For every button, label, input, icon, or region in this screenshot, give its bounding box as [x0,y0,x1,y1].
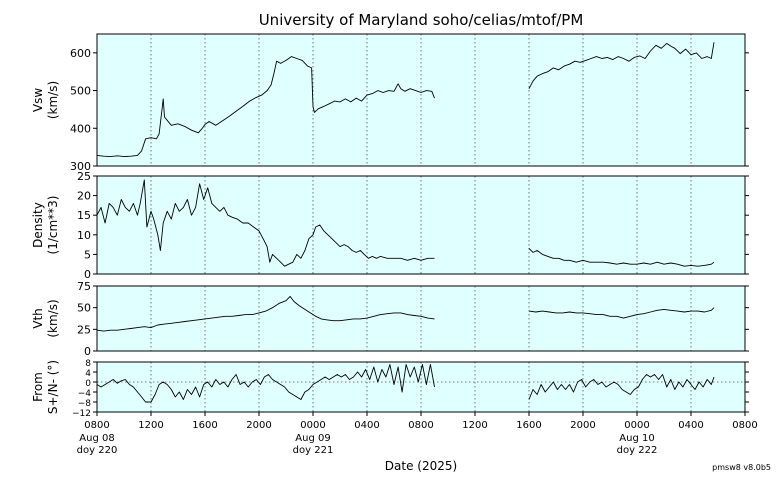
y-tick-label: 0 [85,379,91,389]
series-line-vsw-1 [528,42,715,89]
x-tick-label: 1200 [462,420,487,431]
y-tick-label: 25 [77,170,91,183]
x-tick-label: 0800 [84,420,109,431]
y-axis-label: S+/N- (°) [46,360,60,414]
y-tick-label: 400 [70,122,91,135]
x-doy-label: doy 222 [617,445,658,456]
y-tick-label: 4 [85,369,91,379]
x-tick-label: 1200 [138,420,163,431]
x-date-label: Aug 09 [295,433,330,444]
y-tick-label: 600 [70,47,91,60]
panel-frame [96,285,746,352]
x-tick-label: 0800 [732,420,757,431]
x-tick-label: 0000 [300,420,325,431]
y-tick-label: 8 [85,359,91,369]
panel-frame [96,175,746,275]
x-tick-label: 1600 [192,420,217,431]
x-date-label: Aug 08 [79,433,114,444]
y-tick-label: 0 [84,268,91,281]
x-doy-label: doy 221 [293,445,334,456]
y-tick-label: 15 [77,209,91,222]
series-line-density-1 [528,248,715,267]
x-tick-label: 0400 [678,420,703,431]
x-tick-label: 0800 [408,420,433,431]
series-line-vsw-0 [96,56,435,158]
y-axis-label: (km/s) [46,299,60,337]
credit-label: pmsw8 v8.0b5 [712,463,771,472]
y-tick-label: 50 [77,302,91,315]
y-axis-label: (km/s) [46,81,60,119]
series-line-from-0 [96,364,435,403]
x-tick-label: 0000 [624,420,649,431]
x-tick-label: 2000 [570,420,595,431]
y-axis-label: (1/cm**3) [46,196,60,255]
y-tick-label: 500 [70,85,91,98]
series-line-vth-1 [528,307,715,319]
panel-vth: 0 25 50 75 Vth (km/s) [31,280,749,358]
y-tick-label: 20 [77,190,91,203]
panel-background [97,34,745,166]
x-tick-label: 2000 [246,420,271,431]
x-date-label: Aug 10 [619,433,654,444]
y-tick-label: 25 [77,323,91,336]
chart-title: University of Maryland soho/celias/mtof/… [259,11,584,29]
series-line-vth-0 [96,295,435,332]
y-tick-label: −4 [78,389,92,399]
x-axis-label: Date (2025) [385,459,457,473]
y-tick-label: −8 [78,399,92,409]
x-doy-label: doy 220 [77,445,118,456]
series-line-density-0 [96,179,435,267]
y-tick-label: −12 [72,409,91,419]
y-axis-label: Density [31,202,45,248]
y-tick-label: 75 [77,280,91,293]
panel-frame [96,33,746,167]
panel-density: 0 5 10 15 20 25 Density (1/cm**3) [31,170,749,281]
x-tick-label: 0400 [354,420,379,431]
series-line-from-1 [528,374,715,400]
y-axis-label: Vth [31,308,45,329]
y-axis-label: From [31,372,45,402]
panel-vsw: 300 400 500 600 Vsw (km/s) [31,33,749,173]
y-tick-label: 0 [84,345,91,358]
y-tick-label: 300 [70,160,91,173]
y-axis-label: Vsw [31,88,45,112]
x-tick-label: 1600 [516,420,541,431]
y-tick-label: 10 [77,229,91,242]
y-tick-label: 5 [84,248,91,261]
